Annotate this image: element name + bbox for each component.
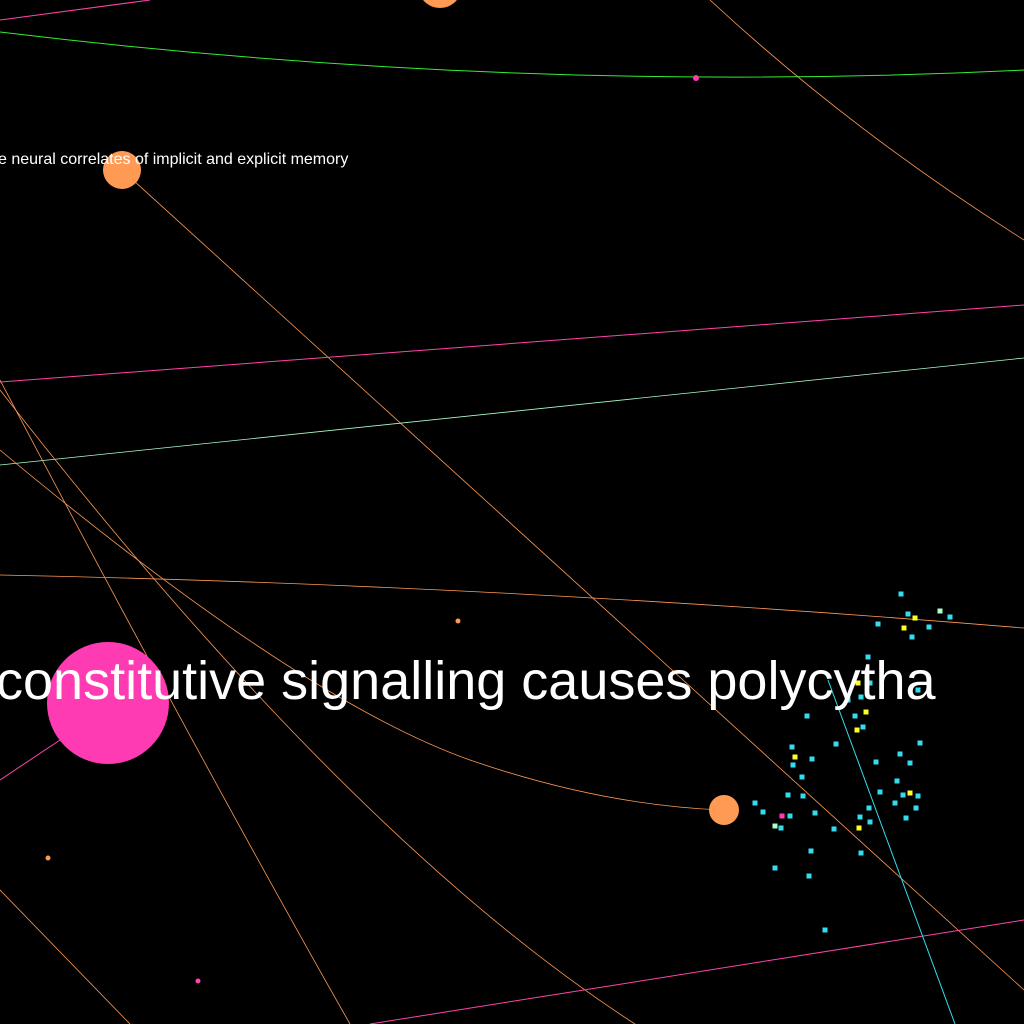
node-orange-tiny-2[interactable]	[45, 855, 51, 861]
cluster-node[interactable]	[772, 865, 778, 871]
edge-orange-steep-1	[0, 379, 351, 1024]
cluster-node[interactable]	[900, 792, 906, 798]
cluster-node[interactable]	[858, 694, 864, 700]
cluster-node[interactable]	[901, 625, 907, 631]
cluster-node[interactable]	[845, 697, 851, 703]
cluster-node[interactable]	[917, 740, 923, 746]
cluster-node[interactable]	[789, 744, 795, 750]
cluster-node[interactable]	[903, 815, 909, 821]
cluster-node[interactable]	[867, 819, 873, 825]
cluster-node[interactable]	[855, 680, 861, 686]
cluster-node[interactable]	[866, 805, 872, 811]
edge-green-arc	[0, 31, 1024, 78]
cluster-node[interactable]	[799, 774, 805, 780]
cluster-node[interactable]	[905, 611, 911, 617]
cluster-node[interactable]	[915, 793, 921, 799]
cluster-node[interactable]	[800, 793, 806, 799]
cluster-node[interactable]	[772, 823, 778, 829]
node-orange-memory[interactable]	[103, 151, 141, 189]
edge-magenta-to-big-node	[0, 739, 61, 781]
cluster-node[interactable]	[785, 792, 791, 798]
cluster-node[interactable]	[912, 615, 918, 621]
node-magenta-large[interactable]	[47, 642, 169, 764]
cluster-node[interactable]	[779, 813, 785, 819]
edge-orange-horizontal	[0, 574, 1024, 629]
cluster-node[interactable]	[822, 927, 828, 933]
cluster-node[interactable]	[808, 848, 814, 854]
cluster-node[interactable]	[760, 809, 766, 815]
cluster-node[interactable]	[856, 825, 862, 831]
cluster-node[interactable]	[865, 654, 871, 660]
cluster-node[interactable]	[858, 850, 864, 856]
cluster-node[interactable]	[752, 800, 758, 806]
cluster-node[interactable]	[804, 713, 810, 719]
cluster-node[interactable]	[915, 687, 921, 693]
node-label-polycythaemia: constitutive signalling causes polycytha	[0, 651, 936, 711]
edge-mint-mid	[0, 357, 1024, 466]
cluster-node[interactable]	[909, 634, 915, 640]
cluster-node[interactable]	[892, 800, 898, 806]
cluster-node[interactable]	[937, 608, 943, 614]
node-orange-bottom[interactable]	[709, 795, 739, 825]
cluster-node[interactable]	[873, 759, 879, 765]
edge-orange-top-right	[709, 0, 1024, 241]
edge-pink-top	[0, 0, 151, 21]
cluster-node[interactable]	[806, 873, 812, 879]
cluster-node[interactable]	[831, 826, 837, 832]
cluster-node[interactable]	[913, 805, 919, 811]
edge-orange-curve-to-node	[0, 449, 723, 811]
node-pink-tiny[interactable]	[195, 978, 201, 984]
cluster-node[interactable]	[809, 756, 815, 762]
cluster-node[interactable]	[792, 754, 798, 760]
nodes[interactable]	[45, 0, 740, 984]
cluster-node[interactable]	[787, 813, 793, 819]
cluster-node[interactable]	[860, 724, 866, 730]
node-magenta-small-top[interactable]	[693, 75, 699, 81]
node-cluster[interactable]	[752, 591, 953, 933]
cluster-node[interactable]	[898, 591, 904, 597]
node-orange-tiny-1[interactable]	[455, 618, 461, 624]
cluster-node[interactable]	[857, 814, 863, 820]
cluster-node[interactable]	[833, 741, 839, 747]
cluster-node[interactable]	[852, 713, 858, 719]
cluster-node[interactable]	[875, 621, 881, 627]
node-orange-top[interactable]	[418, 0, 462, 8]
cluster-node[interactable]	[907, 760, 913, 766]
cluster-node[interactable]	[778, 825, 784, 831]
edge-magenta-bottom	[369, 919, 1024, 1024]
cluster-node[interactable]	[897, 751, 903, 757]
cluster-node[interactable]	[877, 789, 883, 795]
cluster-node[interactable]	[854, 727, 860, 733]
node-label-memory: e neural correlates of implicit and expl…	[0, 151, 348, 168]
edge-orange-steep-3	[0, 889, 131, 1024]
edge-orange-diagonal-long	[121, 169, 1024, 991]
cluster-node[interactable]	[926, 624, 932, 630]
cluster-node[interactable]	[947, 614, 953, 620]
edge-orange-steep-2	[0, 389, 636, 1024]
cluster-node[interactable]	[812, 810, 818, 816]
cluster-node[interactable]	[790, 762, 796, 768]
cluster-node[interactable]	[867, 680, 873, 686]
cluster-node[interactable]	[907, 790, 913, 796]
edge-cyan-steep	[827, 679, 956, 1024]
cluster-node[interactable]	[894, 778, 900, 784]
cluster-node[interactable]	[863, 709, 869, 715]
edge-magenta-mid	[0, 304, 1024, 383]
